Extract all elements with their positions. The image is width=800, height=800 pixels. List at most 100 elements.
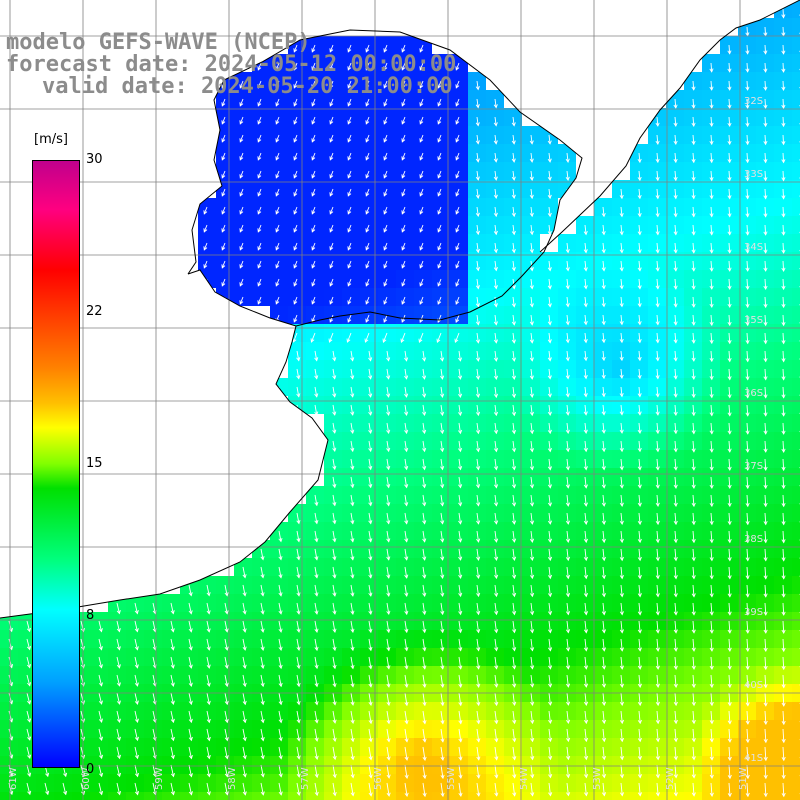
latitude-label: 33S [744,169,763,180]
wind-arrow [745,62,750,73]
wind-arrow [781,62,786,73]
wind-cell [792,378,800,396]
wind-arrow [311,62,316,71]
wind-arrow [347,152,352,161]
wind-cell [216,792,234,800]
wind-arrow [275,188,280,197]
colorbar-tick-30: 30 [86,152,103,167]
wind-arrow [673,116,678,127]
wind-arrow [493,170,498,181]
wind-arrow [709,170,714,182]
longitude-label: 54W [519,767,530,790]
wind-arrow [475,152,480,163]
wind-arrow [727,170,732,182]
wind-arrow [619,188,624,200]
wind-arrow [365,170,370,179]
wind-cell [792,306,800,324]
wind-arrow [239,134,244,143]
wind-cell [792,90,800,108]
wind-arrow [745,170,750,182]
forecast-date: forecast date: 2024-05-12 00:00:00 [6,52,457,77]
wind-arrow [257,62,262,71]
wind-cell [792,432,800,450]
wind-arrow [293,170,298,179]
wind-arrow [257,152,262,161]
wind-arrow [655,170,660,182]
wind-arrow [455,98,460,107]
wind-arrow [493,98,498,109]
wind-arrow [329,188,334,197]
wind-cell [792,54,800,72]
wind-arrow [329,80,334,89]
wind-arrow [365,116,370,125]
latitude-label: 35S [744,315,763,326]
wind-arrow [329,98,334,107]
wind-cell [792,108,800,126]
wind-arrow [727,116,732,128]
wind-arrow [257,80,262,89]
wind-arrow [691,116,696,127]
wind-cell [792,396,800,414]
wind-cell [792,666,800,684]
wind-arrow [673,170,678,182]
wind-arrow [293,62,298,71]
wind-cell [486,792,504,800]
wind-arrow [383,62,388,71]
wind-cell [252,792,270,800]
colorbar [32,160,80,768]
wind-arrow [781,80,786,91]
wind-arrow [329,152,334,161]
wind-arrow [455,134,460,143]
wind-cell [792,594,800,612]
wind-cell [792,216,800,234]
wind-arrow [655,152,660,164]
wind-arrow [383,116,388,125]
wind-arrow [311,44,316,53]
wind-arrow [401,98,406,107]
wind-cell [360,792,378,800]
colorbar-tick-22: 22 [86,304,103,319]
wind-arrow [655,116,660,127]
wind-arrow [239,152,244,161]
wind-arrow [691,80,696,91]
wind-cell [396,792,414,800]
wind-arrow [275,80,280,89]
wind-cell [0,792,18,800]
wind-cell [630,792,648,800]
wind-cell [414,792,432,800]
wind-cell [666,792,684,800]
wind-arrow [419,170,424,179]
wind-cell [792,252,800,270]
wind-arrow [365,80,370,89]
wind-arrow [781,152,786,164]
wind-arrow [311,152,316,161]
wind-arrow [275,170,280,179]
wind-cell [702,792,720,800]
latitude-label: 38S [744,534,763,545]
wind-arrow [511,116,516,127]
wind-cell [720,792,738,800]
wind-arrow [275,98,280,107]
wind-cell [792,540,800,558]
wind-arrow [239,170,244,179]
wind-arrow [347,134,352,143]
wind-arrow [419,116,424,125]
wind-arrow [383,98,388,107]
wind-cell [684,792,702,800]
wind-arrow [655,134,660,146]
wind-arrow [763,170,768,182]
wind-arrow [781,170,786,182]
wind-arrow [347,44,352,53]
wind-cell [18,792,36,800]
wind-cell [792,486,800,504]
wind-cell [792,234,800,252]
wind-cell [792,558,800,576]
wind-arrow [239,80,244,89]
wind-cell [792,756,800,774]
wind-cell [792,522,800,540]
wind-cell [594,792,612,800]
wind-arrow [745,116,750,128]
wind-arrow [709,152,714,164]
wind-cell [342,792,360,800]
wind-arrow [763,134,768,146]
